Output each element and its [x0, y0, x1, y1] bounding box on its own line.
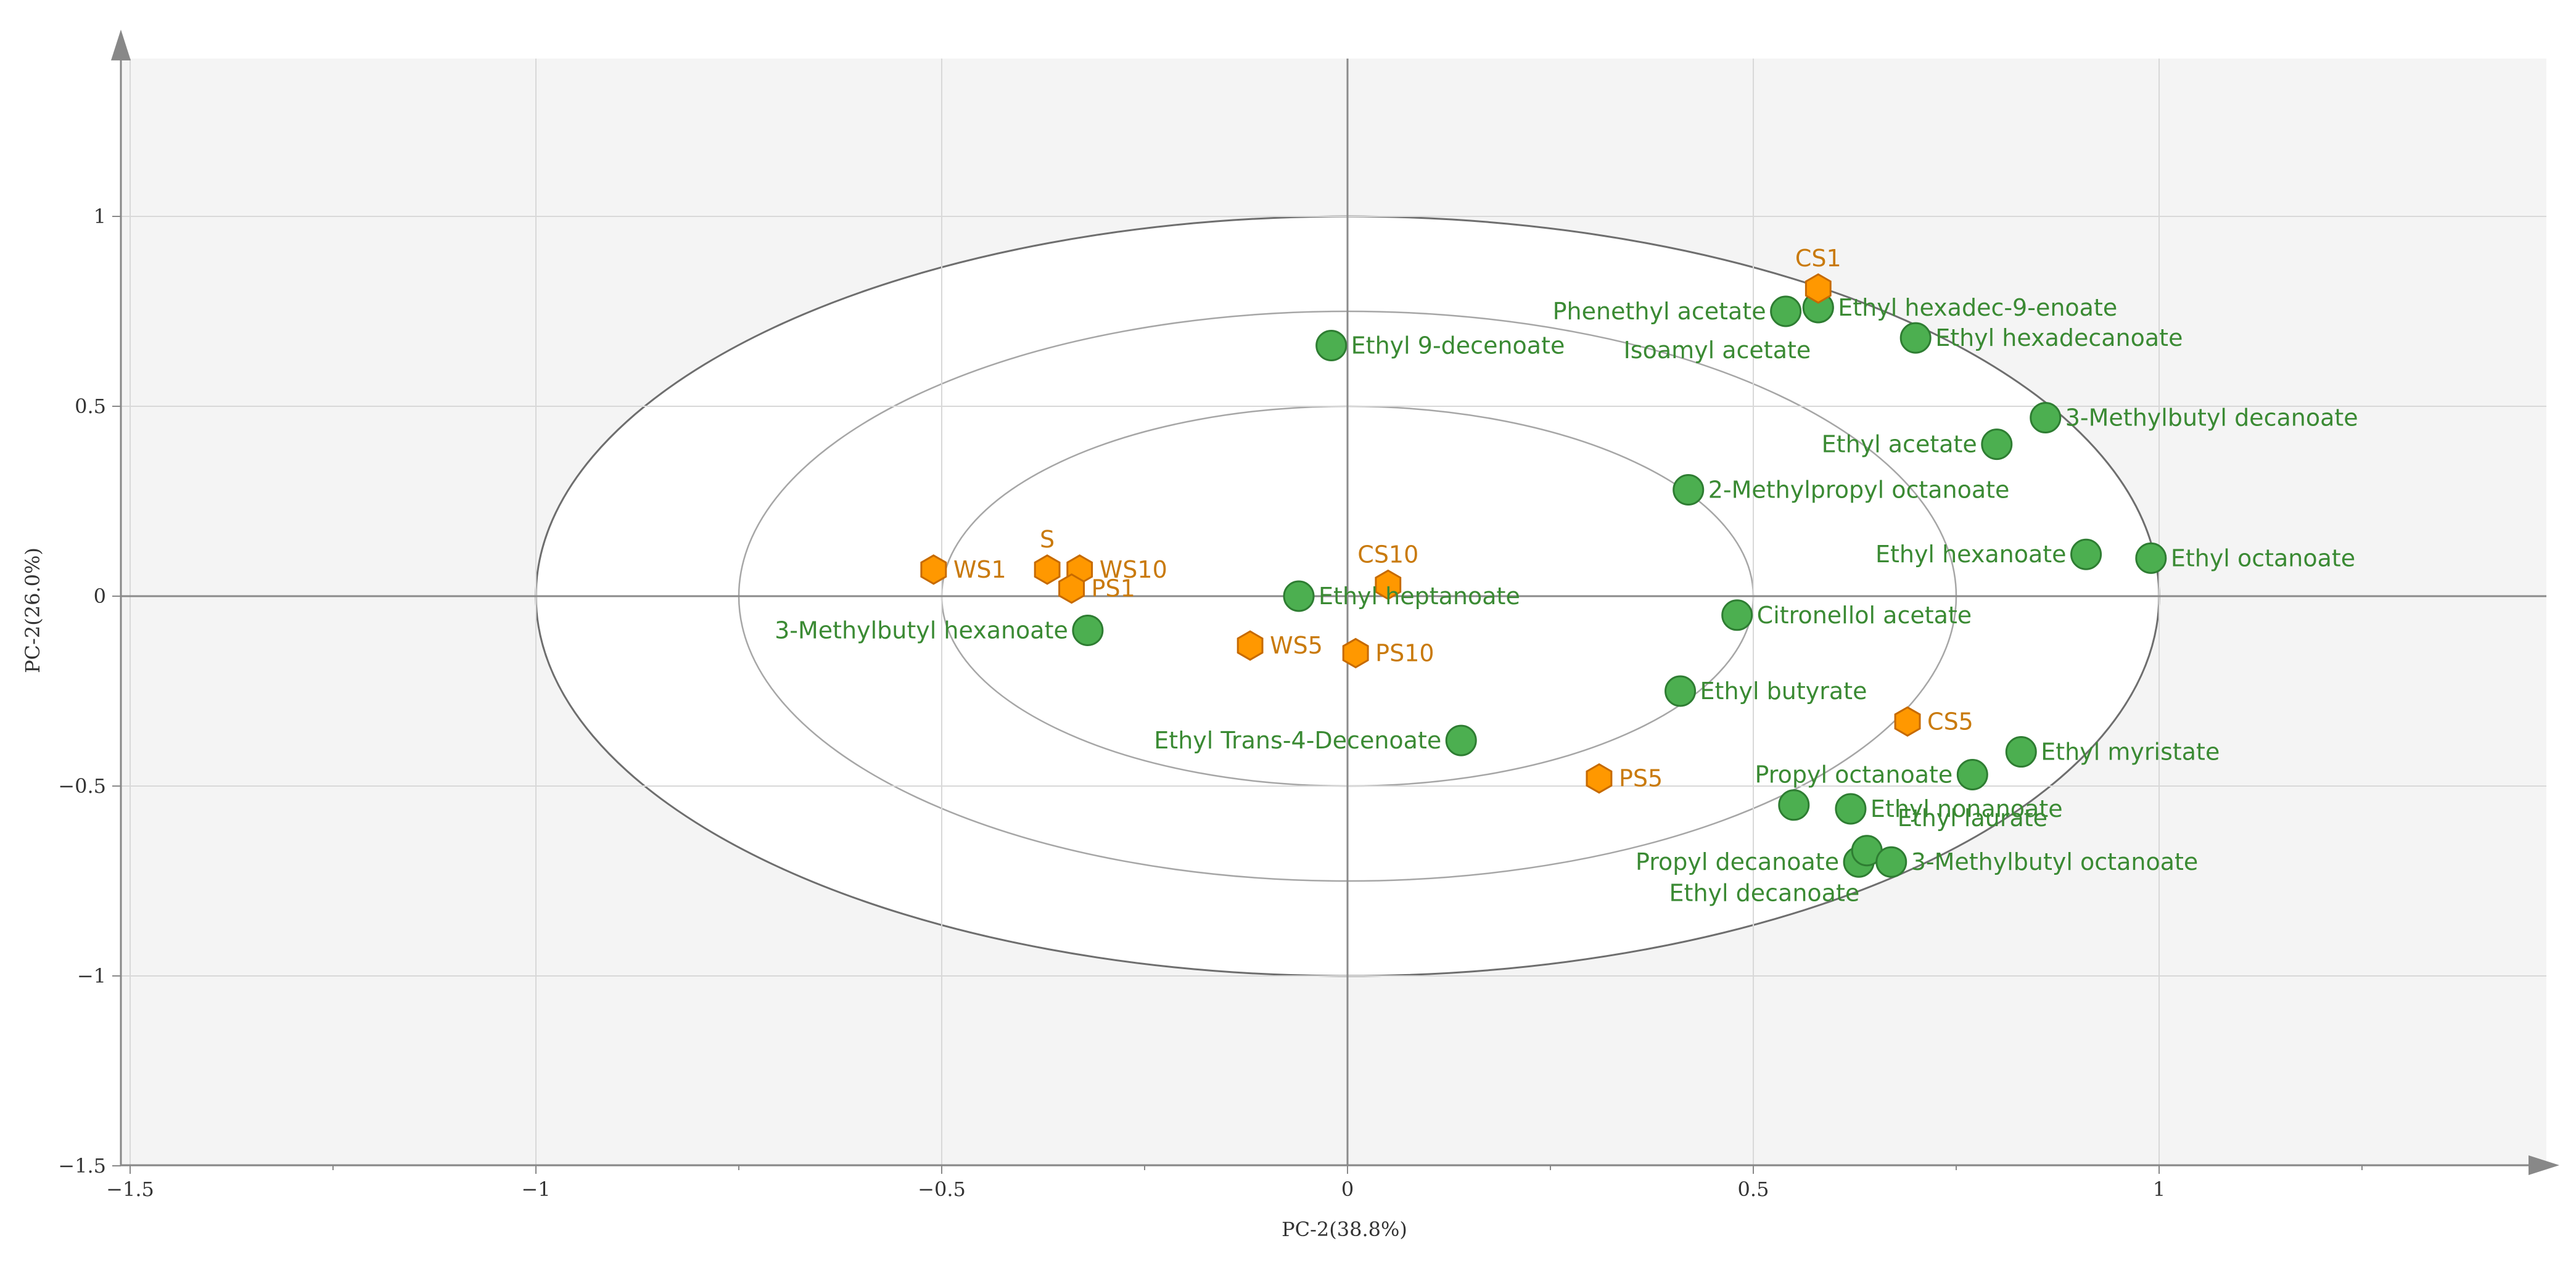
- x-tick-label: 0: [1341, 1178, 1354, 1201]
- y-tick-label: 1: [94, 205, 106, 228]
- variable-point: [2135, 542, 2167, 574]
- observation-point: [1586, 763, 1613, 794]
- variable-label: Ethyl 9-decenoate: [1351, 332, 1565, 359]
- observation-label: S: [1040, 526, 1055, 553]
- variable-point: [1899, 322, 1932, 354]
- variable-point: [2005, 736, 2037, 768]
- axis-ticks: −1.5 −1 −0.5 0 0.5 1 −1.5 −1 −0.5 0 0.5 1: [58, 205, 2363, 1201]
- observation-label: PS1: [1092, 575, 1135, 602]
- observation-label: PS5: [1619, 765, 1663, 792]
- variable-point: [1721, 599, 1753, 631]
- variable-label: Ethyl butyrate: [1700, 678, 1867, 705]
- observation-point: [1034, 554, 1061, 585]
- variable-label: Ethyl acetate: [1822, 431, 1977, 458]
- variable-label: 2-Methylpropyl octanoate: [1708, 477, 2010, 504]
- x-tick-label: −1: [521, 1178, 550, 1201]
- y-tick-label: 0.5: [75, 395, 106, 418]
- variable-point: [1445, 724, 1477, 756]
- observation-label: CS5: [1927, 708, 1973, 735]
- variable-label: Ethyl nonanoate: [1870, 795, 2063, 822]
- variable-point: [1835, 793, 1867, 825]
- variable-label: 3-Methylbutyl decanoate: [2065, 404, 2358, 431]
- x-tick-label: −1.5: [106, 1178, 154, 1201]
- y-tick-label: −0.5: [58, 774, 106, 798]
- observation-point: [1894, 706, 1921, 737]
- variable-label: Ethyl laurate: [1898, 805, 2047, 832]
- variable-point: [1315, 329, 1348, 361]
- y-tick-label: 0: [94, 584, 106, 608]
- observation-label: WS10: [1100, 556, 1167, 583]
- variable-label: Ethyl decanoate: [1669, 880, 1860, 907]
- variable-label: Ethyl hexadec-9-enoate: [1838, 294, 2117, 321]
- variable-label: 3-Methylbutyl hexanoate: [775, 617, 1068, 644]
- variable-point: [1981, 428, 2013, 461]
- observation-point: [1058, 573, 1085, 604]
- axes: [111, 30, 2559, 1175]
- x-axis-arrow: [2529, 1155, 2559, 1175]
- y-tick-label: −1.5: [58, 1154, 106, 1178]
- variable-point: [1283, 580, 1315, 612]
- observation-label: WS5: [1270, 632, 1323, 659]
- y-axis-arrow: [111, 30, 131, 60]
- variable-point: [1778, 789, 1810, 821]
- zero-lines: [121, 59, 2546, 1165]
- variable-point: [1665, 675, 1697, 707]
- variable-label: Isoamyl acetate: [1624, 337, 1811, 364]
- observation-point: [1804, 273, 1832, 304]
- observation-label: CS1: [1795, 245, 1841, 272]
- x-tick-label: 0.5: [1738, 1178, 1769, 1201]
- variable-point: [1673, 474, 1705, 506]
- variable-point: [1770, 295, 1802, 327]
- variable-label: Ethyl hexadecanoate: [1935, 324, 2183, 351]
- variable-label: 3-Methylbutyl octanoate: [1911, 848, 2199, 875]
- data-labels: Ethyl 9-decenoate Phenethyl acetate Ethyl …: [775, 245, 2358, 907]
- variable-label: Ethyl heptanoate: [1319, 583, 1520, 610]
- x-tick-label: −0.5: [918, 1178, 966, 1201]
- variable-point: [2030, 401, 2062, 433]
- variable-label: Propyl octanoate: [1755, 761, 1953, 789]
- observation-label: CS10: [1357, 541, 1418, 568]
- variable-point: [1875, 846, 1907, 878]
- variable-label: Ethyl Trans-4-Decenoate: [1154, 727, 1441, 754]
- variable-label: Ethyl myristate: [2041, 739, 2220, 766]
- variable-point: [1956, 759, 1988, 791]
- x-axis-title: PC-2(38.8%): [1282, 1218, 1407, 1241]
- observation-label: WS1: [953, 556, 1006, 583]
- variable-point: [2070, 538, 2102, 570]
- variable-point: [1072, 614, 1104, 646]
- observation-point: [1237, 630, 1264, 661]
- y-axis-title: PC-2(26.0%): [21, 547, 44, 673]
- observation-label: PS10: [1375, 639, 1434, 666]
- observation-point: [1375, 569, 1402, 600]
- variable-label: Citronellol acetate: [1757, 602, 1972, 629]
- variable-label: Propyl decanoate: [1636, 848, 1839, 875]
- observation-point: [920, 554, 947, 585]
- variable-label: Phenethyl acetate: [1553, 298, 1766, 325]
- data-points: [920, 273, 2167, 878]
- variable-label: Ethyl hexanoate: [1875, 541, 2067, 568]
- y-tick-label: −1: [77, 964, 106, 988]
- variable-label: Ethyl octanoate: [2171, 544, 2355, 572]
- observation-point: [1342, 637, 1369, 669]
- x-tick-label: 1: [2153, 1178, 2165, 1201]
